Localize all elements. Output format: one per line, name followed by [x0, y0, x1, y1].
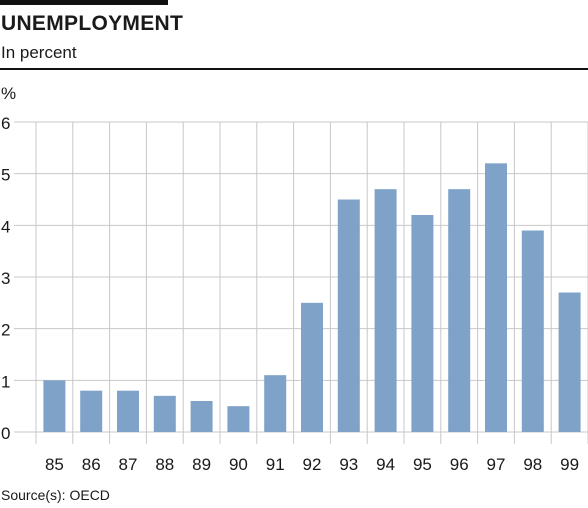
- x-tick-label: 90: [229, 455, 248, 474]
- bar-90: [227, 406, 250, 432]
- x-tick-label: 87: [119, 455, 138, 474]
- bar-89: [190, 401, 213, 432]
- bars: [43, 163, 581, 433]
- x-tick-label: 85: [45, 455, 64, 474]
- chart-title: UNEMPLOYMENT: [1, 12, 184, 35]
- y-tick-label: 0: [1, 424, 10, 443]
- x-tick-label: 86: [82, 455, 101, 474]
- x-tick-label: 89: [192, 455, 211, 474]
- y-tick-label: 6: [1, 114, 10, 133]
- grid: [14, 121, 588, 444]
- bar-96: [448, 189, 471, 432]
- bar-97: [485, 163, 507, 433]
- bar-88: [153, 395, 176, 432]
- bar-98: [521, 230, 544, 432]
- x-tick-label: 96: [450, 455, 469, 474]
- header-rule: [0, 68, 588, 70]
- y-tick-label: 1: [1, 372, 10, 391]
- bar-93: [337, 199, 360, 432]
- bar-87: [117, 390, 139, 432]
- x-tick-label: 93: [339, 455, 358, 474]
- bar-85: [43, 380, 66, 432]
- bar-92: [301, 302, 323, 432]
- x-tick-label: 97: [487, 455, 506, 474]
- x-tick-label: 91: [266, 455, 285, 474]
- x-tick-label: 94: [376, 455, 395, 474]
- axes: 0 1 2 3 4 5 6 85 86 87 88 89 90 91 92 93 94 95 96 97 98 99: [1, 114, 579, 474]
- y-tick-label: 3: [1, 269, 10, 288]
- bar-99: [558, 292, 581, 432]
- y-tick-label: 2: [1, 321, 10, 340]
- y-tick-label: 5: [1, 166, 10, 185]
- x-tick-label: 98: [523, 455, 542, 474]
- y-tick-label: 4: [1, 217, 10, 236]
- bar-86: [80, 390, 103, 432]
- x-tick-label: 92: [303, 455, 322, 474]
- bar-91: [264, 375, 287, 432]
- chart-subtitle: In percent: [1, 43, 77, 62]
- y-axis-unit-label: %: [1, 84, 16, 103]
- x-tick-label: 88: [155, 455, 174, 474]
- bar-95: [411, 215, 434, 432]
- source-note: Source(s): OECD: [1, 487, 110, 503]
- x-tick-label: 95: [413, 455, 432, 474]
- title-accent-bar: [0, 0, 168, 5]
- bar-94: [374, 189, 397, 432]
- x-tick-label: 99: [560, 455, 579, 474]
